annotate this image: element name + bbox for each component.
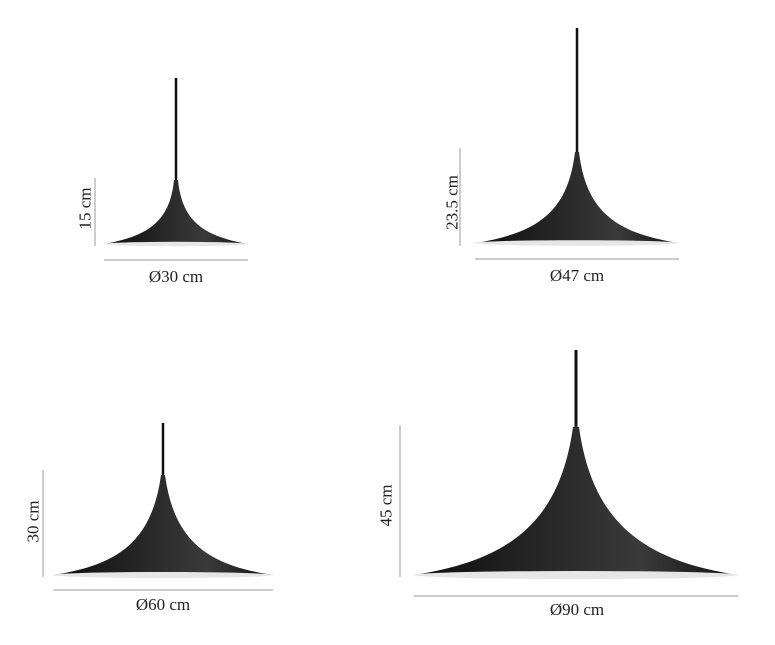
lamp-shade (414, 427, 738, 575)
shade-rim (104, 241, 248, 247)
diameter-label: Ø47 cm (549, 266, 605, 285)
height-label: 30 cm (23, 500, 43, 543)
lamp-shade (53, 475, 273, 575)
lamp-extra-large (399, 350, 738, 597)
height-label: 45 cm (376, 484, 396, 527)
diameter-label: Ø30 cm (148, 267, 204, 286)
diameter-label: Ø90 cm (549, 600, 605, 619)
lamp-small (94, 78, 248, 261)
lamp-shade (104, 180, 248, 244)
lamp-medium (459, 28, 679, 260)
height-label: 15 cm (75, 187, 95, 230)
shade-rim (53, 572, 273, 578)
lamp-shade (475, 152, 679, 243)
shade-rim (475, 240, 679, 246)
diameter-label: Ø60 cm (135, 595, 191, 614)
lamp-large (42, 423, 273, 591)
shade-rim (414, 571, 738, 579)
height-label: 23.5 cm (442, 175, 462, 230)
